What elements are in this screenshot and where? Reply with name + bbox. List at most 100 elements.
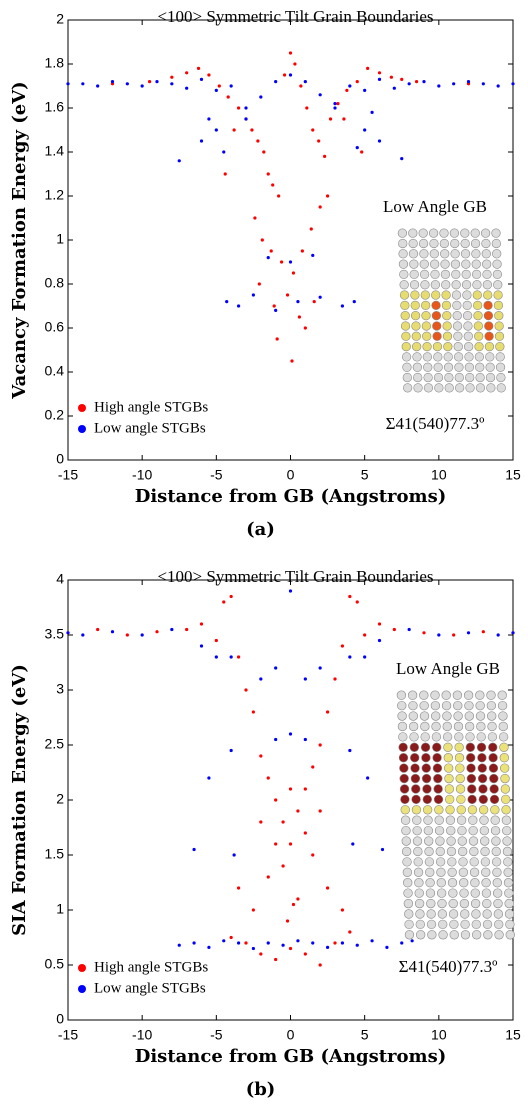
atom — [470, 888, 480, 898]
atom — [493, 300, 504, 310]
atom — [452, 300, 462, 310]
atom — [495, 352, 505, 362]
caption: (b) — [246, 1079, 276, 1100]
atom — [425, 878, 435, 888]
atom — [401, 846, 412, 857]
atom — [468, 825, 478, 836]
atom — [505, 930, 515, 940]
atom — [410, 300, 420, 310]
atom — [444, 383, 454, 393]
atom — [492, 269, 503, 280]
atom — [460, 228, 470, 238]
atom — [468, 836, 479, 846]
data-point — [236, 941, 241, 945]
caption: (a) — [246, 519, 275, 540]
data-point — [229, 594, 233, 599]
data-point — [325, 886, 330, 890]
y-tick-label: 3 — [56, 681, 64, 697]
atom — [490, 815, 500, 825]
data-point — [303, 952, 307, 956]
data-point — [355, 80, 359, 84]
data-point — [275, 337, 279, 341]
atom — [495, 341, 505, 352]
data-point — [256, 139, 260, 143]
data-point — [199, 622, 204, 626]
data-point — [288, 260, 293, 264]
atom — [484, 331, 494, 341]
atom — [412, 836, 423, 846]
data-point — [155, 80, 159, 84]
atom — [420, 721, 430, 732]
atom — [465, 372, 475, 383]
atom — [491, 228, 501, 238]
data-point — [274, 308, 278, 312]
atom — [471, 259, 481, 269]
atom — [485, 372, 496, 383]
atom — [455, 784, 466, 794]
data-point — [214, 88, 218, 92]
atom — [448, 888, 458, 898]
atom — [463, 321, 473, 331]
atom — [480, 857, 491, 867]
atom — [487, 711, 497, 721]
atom — [436, 878, 446, 888]
data-point — [325, 710, 330, 714]
data-point — [318, 93, 322, 97]
atom — [486, 700, 497, 711]
atom — [490, 805, 500, 815]
x-tick-label: 5 — [361, 467, 369, 483]
data-point — [229, 655, 233, 659]
data-point — [192, 941, 196, 945]
atom — [480, 836, 490, 846]
data-point — [437, 84, 441, 88]
atom — [453, 352, 464, 362]
chart-title: <100> Symmetric Tilt Grain Boundaries — [157, 7, 433, 26]
atom — [414, 888, 424, 898]
atom — [460, 909, 470, 919]
data-point — [360, 150, 364, 154]
data-point — [140, 84, 144, 88]
data-point — [170, 82, 174, 86]
atom — [421, 753, 431, 763]
data-point — [422, 631, 426, 635]
atom — [444, 784, 455, 794]
data-point — [377, 139, 382, 143]
data-point — [297, 315, 301, 319]
atom — [488, 742, 498, 752]
data-point — [299, 84, 303, 88]
atom — [445, 805, 455, 815]
data-point — [311, 765, 315, 769]
atom — [488, 753, 498, 763]
atom — [410, 773, 421, 784]
atom — [411, 321, 421, 331]
atom — [401, 825, 411, 836]
data-point — [199, 644, 204, 648]
data-point — [236, 886, 241, 890]
data-point — [309, 227, 313, 231]
atom — [400, 805, 410, 815]
atom — [421, 773, 432, 784]
atom — [412, 341, 422, 352]
data-point — [125, 82, 129, 86]
atom — [473, 321, 483, 331]
data-point — [274, 842, 278, 846]
data-point — [223, 172, 227, 176]
atom — [502, 846, 513, 857]
atom — [456, 794, 466, 805]
data-point — [155, 630, 159, 634]
atom — [461, 280, 472, 290]
atom — [408, 238, 418, 249]
data-point — [496, 633, 500, 637]
atom — [494, 919, 504, 930]
atom — [455, 763, 465, 773]
atom — [492, 878, 502, 888]
atom — [452, 321, 463, 331]
data-point — [214, 655, 218, 659]
atom — [452, 690, 463, 700]
atom — [402, 372, 412, 383]
atom — [412, 362, 422, 372]
y-tick-label: 3.5 — [45, 626, 65, 642]
atom — [459, 898, 470, 909]
atom — [404, 909, 414, 919]
